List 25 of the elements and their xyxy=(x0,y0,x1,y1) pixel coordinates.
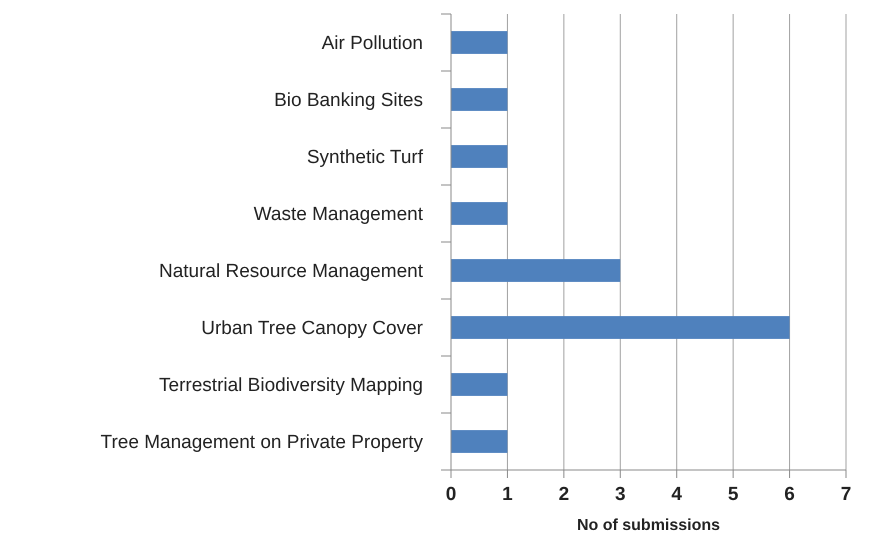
y-tick-label: Terrestrial Biodiversity Mapping xyxy=(159,375,423,396)
y-tick-label: Waste Management xyxy=(254,204,424,226)
bar xyxy=(451,31,508,54)
x-tick-label: 2 xyxy=(558,484,570,505)
x-tick-label: 5 xyxy=(728,484,739,505)
y-tick-label: Synthetic Turf xyxy=(306,147,424,168)
y-tick-label: Natural Resource Management xyxy=(158,261,424,282)
x-tick-label: 1 xyxy=(502,484,514,505)
x-tick-label: 7 xyxy=(840,484,852,505)
x-tick-label: 0 xyxy=(446,484,456,505)
bar xyxy=(451,373,508,396)
x-axis-title: No of submissions xyxy=(576,517,720,534)
y-tick-label: Urban Tree Canopy Cover xyxy=(201,318,424,340)
bar xyxy=(451,145,508,168)
y-tick-label: Tree Management on Private Property xyxy=(100,432,424,454)
bar xyxy=(451,430,508,453)
bar xyxy=(451,88,508,111)
y-tick-label: Air Pollution xyxy=(322,33,423,54)
x-tick-label: 4 xyxy=(671,484,682,505)
x-tick-label: 3 xyxy=(614,484,626,505)
bar xyxy=(451,202,508,225)
x-tick-label: 6 xyxy=(784,484,795,505)
bar xyxy=(451,316,790,339)
y-tick-label: Bio Banking Sites xyxy=(274,90,423,112)
bar xyxy=(451,259,620,282)
